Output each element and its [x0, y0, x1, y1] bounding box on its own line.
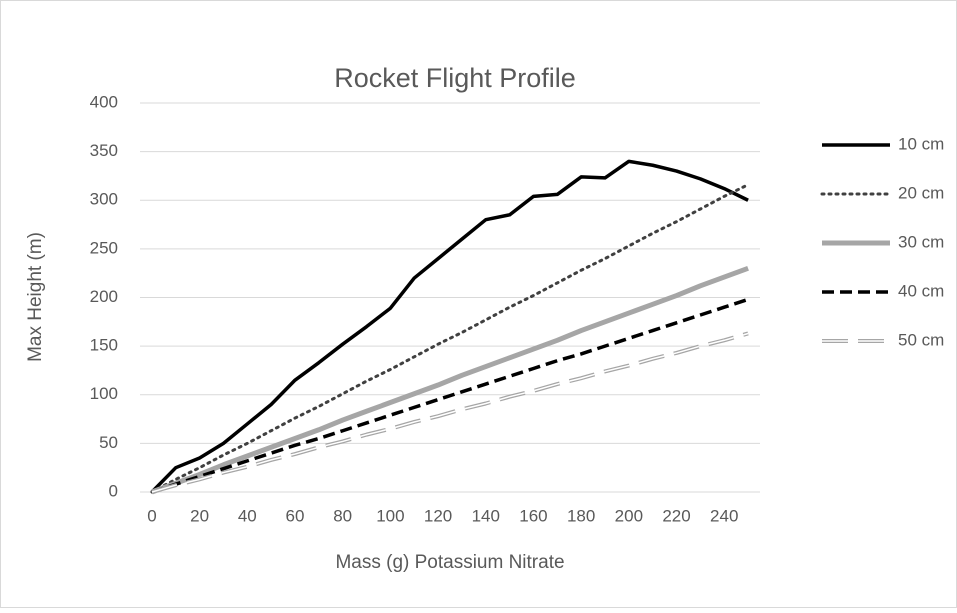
series-line — [150, 159, 749, 494]
legend-label: 10 cm — [898, 134, 944, 153]
legend-label: 20 cm — [898, 183, 944, 202]
legend-label: 40 cm — [898, 281, 944, 300]
x-tick-label: 140 — [472, 506, 500, 525]
y-tick-label: 50 — [99, 433, 118, 452]
y-tick-label: 150 — [90, 336, 118, 355]
series-line — [150, 183, 750, 494]
x-tick-label: 100 — [376, 506, 404, 525]
y-tick-label: 400 — [90, 92, 118, 111]
chart-title: Rocket Flight Profile — [334, 63, 576, 93]
y-tick-label: 200 — [90, 287, 118, 306]
x-tick-label: 120 — [424, 506, 452, 525]
x-axis-label: Mass (g) Potassium Nitrate — [335, 552, 564, 573]
y-tick-label: 300 — [90, 190, 118, 209]
y-tick-label: 350 — [90, 141, 118, 160]
x-tick-label: 0 — [147, 506, 156, 525]
x-tick-label: 180 — [567, 506, 595, 525]
x-tick-label: 40 — [238, 506, 257, 525]
y-tick-label: 250 — [90, 238, 118, 257]
legend-label: 30 cm — [898, 232, 944, 251]
x-tick-label: 20 — [190, 506, 209, 525]
x-tick-label: 240 — [710, 506, 738, 525]
x-tick-label: 220 — [662, 506, 690, 525]
y-axis-label: Max Height (m) — [25, 232, 46, 362]
x-tick-label: 60 — [286, 506, 305, 525]
legend-label: 50 cm — [898, 330, 944, 349]
y-tick-label: 100 — [90, 384, 118, 403]
series-line — [151, 265, 749, 495]
series-line — [151, 297, 749, 494]
series-line — [151, 332, 749, 493]
y-tick-label: 0 — [109, 481, 118, 500]
x-tick-label: 200 — [615, 506, 643, 525]
x-tick-label: 80 — [333, 506, 352, 525]
x-tick-label: 160 — [519, 506, 547, 525]
